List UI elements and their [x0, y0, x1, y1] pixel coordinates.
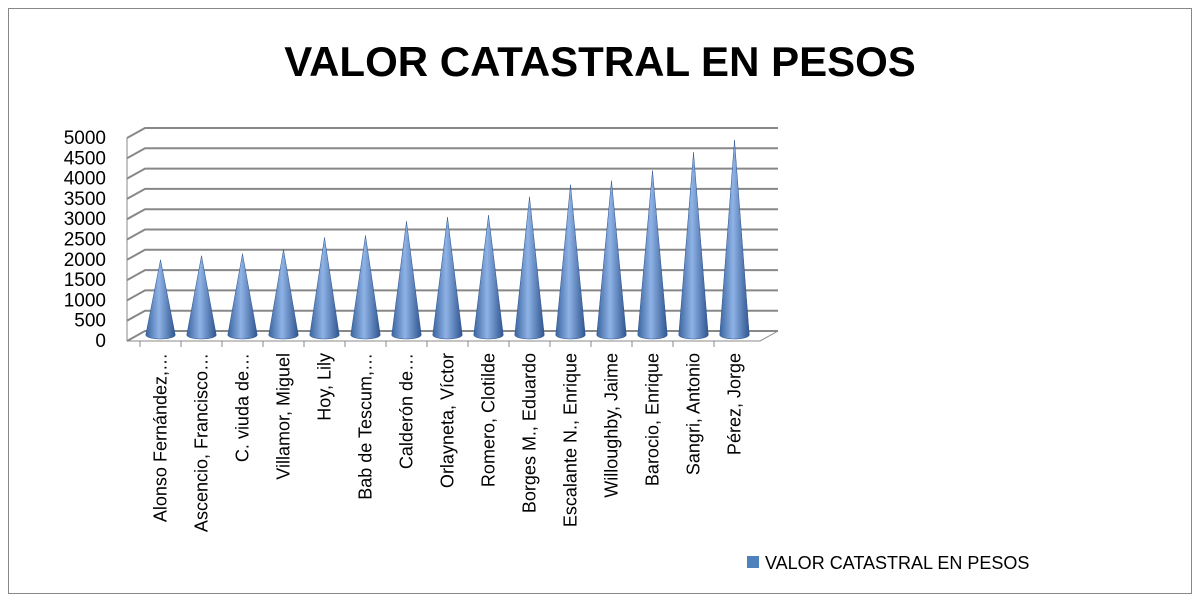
x-tick-label: Bab de Tescum,…: [356, 353, 376, 500]
cone: [145, 259, 176, 340]
x-tick-label: Pérez, Jorge: [725, 353, 745, 455]
grid-line: [126, 208, 778, 221]
x-tick-label: Willoughby, Jaime: [602, 353, 622, 498]
grid-line: [126, 187, 778, 200]
x-tick-label: Romero, Clotilde: [479, 353, 499, 487]
cone: [309, 237, 340, 340]
cone: [391, 221, 422, 340]
legend-label: VALOR CATASTRAL EN PESOS: [765, 553, 1029, 573]
floor: [127, 330, 779, 342]
cone: [719, 140, 750, 340]
grid-line: [126, 147, 778, 160]
cone: [678, 152, 709, 340]
x-tick-label: Hoy, Lily: [315, 353, 335, 421]
cone: [637, 170, 668, 340]
x-tick-label: Borges M., Eduardo: [520, 353, 540, 513]
x-tick-label: Barocio, Enrique: [643, 353, 663, 486]
y-tick-label: 3000: [64, 209, 106, 230]
y-tick-label: 2000: [64, 250, 106, 271]
x-tick-label: C. viuda de…: [233, 353, 253, 462]
cone: [227, 253, 258, 340]
x-tick-label: Alonso Fernández,…: [151, 353, 171, 522]
x-tick-label: Orlayneta, Víctor: [438, 353, 458, 488]
x-tick-label: Ascencio, Francisco…: [192, 353, 212, 532]
y-tick-label: 4500: [64, 148, 106, 169]
cone: [268, 249, 299, 340]
cone: [350, 235, 381, 340]
y-tick-label: 4000: [64, 169, 106, 190]
chart-title: VALOR CATASTRAL EN PESOS: [284, 38, 916, 85]
legend-swatch: [747, 556, 759, 568]
x-tick-label: Villamor, Miguel: [274, 353, 294, 480]
cone: [596, 180, 627, 340]
y-tick-label: 1500: [64, 270, 106, 291]
y-tick-label: 2500: [64, 230, 106, 251]
y-tick-label: 5000: [64, 128, 106, 149]
cone: [514, 196, 545, 340]
cone: [555, 184, 586, 340]
grid-line: [126, 127, 778, 139]
x-tick-label: Calderón de…: [397, 353, 417, 469]
y-tick-label: 0: [95, 331, 106, 352]
y-tick-label: 1000: [64, 290, 106, 311]
x-tick-label: Sangri, Antonio: [684, 353, 704, 475]
grid-line: [126, 167, 778, 180]
y-tick-label: 3500: [64, 189, 106, 210]
y-tick-label: 500: [74, 311, 106, 332]
cone: [432, 217, 463, 340]
cone: [186, 255, 217, 340]
cone: [473, 215, 504, 340]
x-tick-label: Escalante N., Enrique: [561, 353, 581, 527]
